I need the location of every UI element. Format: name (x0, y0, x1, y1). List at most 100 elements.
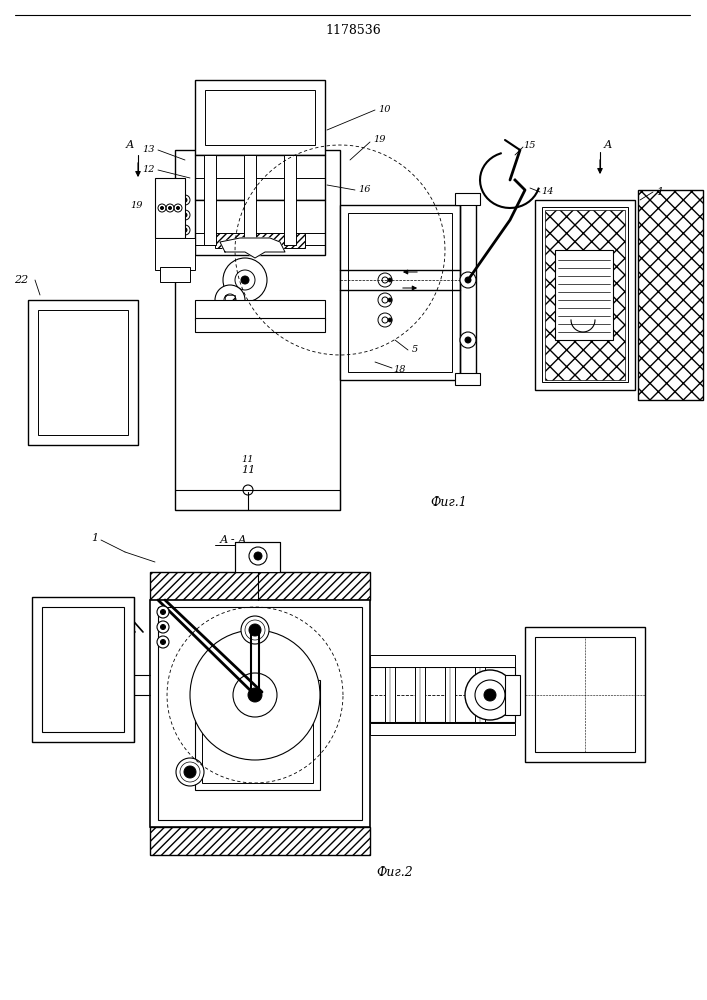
Text: 22: 22 (13, 275, 28, 285)
Circle shape (233, 673, 277, 717)
Circle shape (241, 616, 269, 644)
Bar (225, 295, 235, 305)
Circle shape (460, 272, 476, 288)
Bar (215, 233, 305, 248)
Circle shape (465, 277, 471, 283)
Bar (505, 675, 520, 715)
Circle shape (388, 278, 392, 282)
Bar (195, 80, 325, 155)
Circle shape (160, 609, 165, 614)
Circle shape (183, 213, 187, 217)
Polygon shape (220, 238, 285, 258)
Bar (545, 210, 625, 380)
Circle shape (184, 766, 196, 778)
Bar (202, 687, 313, 783)
Bar (535, 200, 635, 390)
Bar (204, 155, 216, 245)
Text: А: А (604, 140, 612, 150)
Text: 15: 15 (524, 140, 536, 149)
Text: 1178536: 1178536 (325, 23, 381, 36)
Circle shape (176, 758, 204, 786)
Text: 11: 11 (242, 456, 255, 464)
Text: А: А (126, 140, 134, 150)
Bar (284, 155, 296, 245)
Bar (525, 627, 645, 762)
Bar (42, 607, 124, 732)
Bar (195, 200, 325, 255)
Bar (195, 155, 325, 200)
Bar (535, 637, 635, 752)
Bar (38, 310, 128, 435)
Bar (28, 300, 138, 445)
Circle shape (378, 313, 392, 327)
Circle shape (249, 624, 261, 636)
Bar (195, 680, 320, 790)
Circle shape (160, 624, 165, 630)
Text: 19: 19 (374, 135, 386, 144)
Text: 18: 18 (394, 365, 407, 374)
Circle shape (190, 630, 320, 760)
Circle shape (160, 640, 165, 645)
Circle shape (465, 670, 515, 720)
Bar (445, 667, 455, 722)
Bar (235, 542, 280, 572)
Bar (150, 572, 370, 600)
Circle shape (183, 198, 187, 202)
Circle shape (475, 680, 505, 710)
Text: А - А: А - А (220, 535, 247, 545)
Bar (155, 238, 195, 270)
Circle shape (215, 285, 245, 315)
Bar (244, 155, 256, 245)
Bar (385, 667, 395, 722)
Circle shape (241, 276, 249, 284)
Circle shape (465, 337, 471, 343)
Text: Фиг.2: Фиг.2 (377, 865, 414, 879)
Bar (415, 667, 425, 722)
Bar (160, 267, 190, 282)
Circle shape (249, 547, 267, 565)
Circle shape (157, 621, 169, 633)
Circle shape (378, 273, 392, 287)
Circle shape (460, 332, 476, 348)
Bar (555, 250, 613, 340)
Circle shape (254, 552, 262, 560)
Bar (542, 207, 628, 382)
Bar (340, 205, 460, 380)
Bar (155, 178, 185, 238)
Circle shape (177, 207, 180, 210)
Text: 13: 13 (143, 145, 155, 154)
Bar (158, 607, 362, 820)
Circle shape (183, 228, 187, 232)
Text: 12: 12 (143, 165, 155, 174)
Circle shape (223, 258, 267, 302)
Text: 5: 5 (412, 346, 418, 355)
Bar (370, 655, 515, 667)
Bar (150, 827, 370, 855)
Circle shape (484, 689, 496, 701)
Bar (455, 193, 480, 205)
Circle shape (160, 207, 163, 210)
Circle shape (378, 293, 392, 307)
Circle shape (248, 688, 262, 702)
Circle shape (388, 298, 392, 302)
Bar (370, 723, 515, 735)
Text: 1: 1 (91, 533, 98, 543)
Circle shape (168, 207, 172, 210)
Bar (32, 597, 134, 742)
Text: 1: 1 (656, 187, 664, 197)
Text: 11: 11 (241, 465, 255, 475)
Text: Фиг.1: Фиг.1 (430, 495, 467, 508)
Bar (195, 300, 325, 320)
Bar (348, 213, 452, 372)
Bar (195, 318, 325, 332)
Bar (150, 600, 370, 827)
Bar (205, 90, 315, 145)
Text: 10: 10 (379, 105, 391, 114)
Bar (370, 667, 515, 722)
Bar (175, 150, 340, 510)
Text: 16: 16 (358, 186, 371, 194)
Text: 14: 14 (542, 188, 554, 196)
Bar (638, 190, 703, 400)
Circle shape (388, 318, 392, 322)
Bar (475, 667, 485, 722)
